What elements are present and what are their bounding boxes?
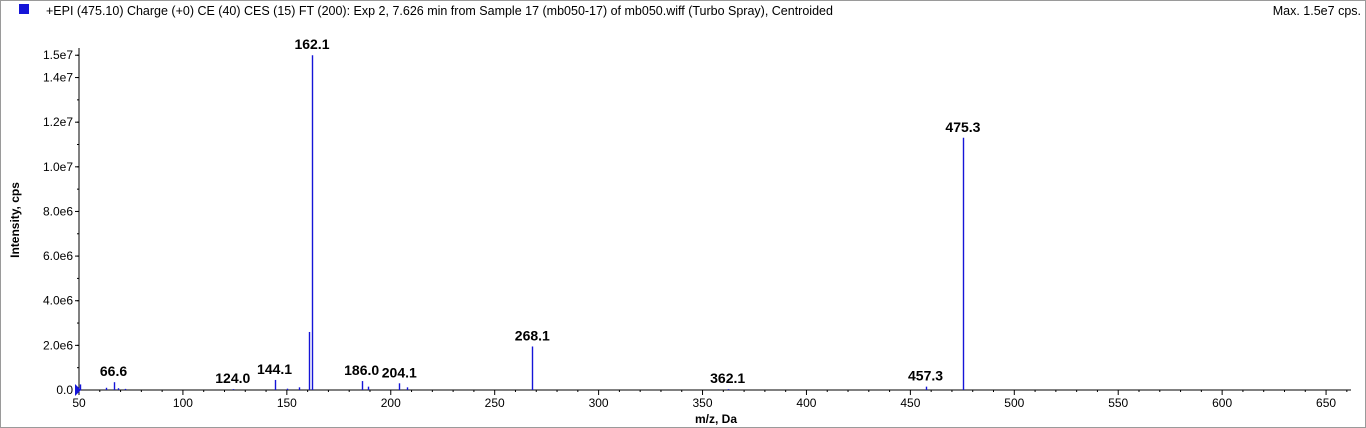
peak-label: 204.1 <box>382 364 417 380</box>
peak-label: 66.6 <box>100 363 127 379</box>
spectrum-header-title: +EPI (475.10) Charge (+0) CE (40) CES (1… <box>46 4 833 18</box>
x-tick-label: 50 <box>72 396 86 410</box>
max-intensity-label: Max. 1.5e7 cps. <box>1272 4 1361 18</box>
x-tick-label: 400 <box>796 396 816 410</box>
y-tick-label: 1.4e7 <box>43 71 73 85</box>
x-tick-label: 650 <box>1316 396 1336 410</box>
series-color-swatch <box>19 4 29 14</box>
x-tick-label: 600 <box>1212 396 1232 410</box>
x-tick-label: 250 <box>485 396 505 410</box>
y-axis-title: Intensity, cps <box>8 182 22 258</box>
y-tick-label: 1.2e7 <box>43 115 73 129</box>
x-tick-label: 550 <box>1108 396 1128 410</box>
peaks-layer <box>79 55 965 390</box>
origin-marker <box>75 384 81 396</box>
x-axis-title: m/z, Da <box>695 412 737 426</box>
y-tick-label: 6.0e6 <box>43 249 73 263</box>
y-tick-label: 2.0e6 <box>43 338 73 352</box>
peak-label: 268.1 <box>515 327 550 343</box>
x-tick-label: 100 <box>173 396 193 410</box>
y-tick-label: 8.0e6 <box>43 204 73 218</box>
peak-label: 186.0 <box>344 362 379 378</box>
x-tick-label: 150 <box>277 396 297 410</box>
y-tick-label: 1.5e7 <box>43 48 73 62</box>
y-tick-label: 4.0e6 <box>43 294 73 308</box>
y-tick-label: 1.0e7 <box>43 160 73 174</box>
peak-label: 475.3 <box>945 119 980 135</box>
peak-label: 162.1 <box>294 36 329 52</box>
peak-label: 124.0 <box>215 370 250 386</box>
peak-label: 362.1 <box>710 370 745 386</box>
x-tick-label: 300 <box>589 396 609 410</box>
x-tick-label: 200 <box>381 396 401 410</box>
peak-label: 144.1 <box>257 361 292 377</box>
x-tick-label: 500 <box>1004 396 1024 410</box>
x-tick-label: 450 <box>900 396 920 410</box>
y-tick-label: 0.0 <box>56 383 73 397</box>
plot-axes: 50 100 150 200 250 300 350 400 450 500 550 600 650 0.… <box>43 48 1351 410</box>
x-tick-label: 350 <box>693 396 713 410</box>
peak-labels-layer: 66.6 124.0 144.1 162.1 186.0 204.1 268.1 362.1 4… <box>100 36 981 386</box>
peak-label: 457.3 <box>908 368 943 384</box>
